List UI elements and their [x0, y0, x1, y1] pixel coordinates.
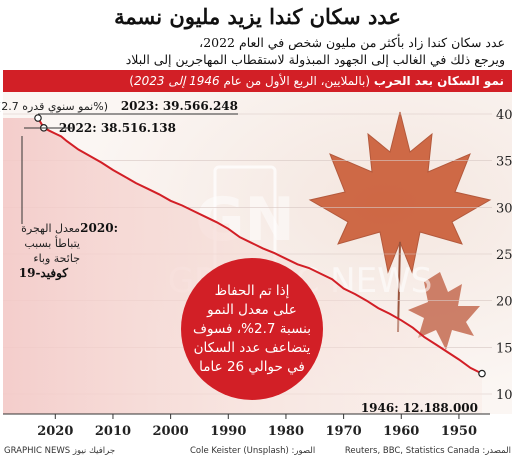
callout-line-4: يتضاعف عدد السكان: [193, 339, 311, 356]
point-1946: [478, 369, 486, 378]
maple-leaf-image: [308, 111, 492, 350]
label-1946-value: 1946: 12.188.000: [361, 401, 478, 415]
page-title: عدد سكان كندا يزيد مليون نسمة: [114, 4, 401, 29]
label-2022-value: 2022: 38.516.138: [59, 121, 176, 135]
y-tick-label-30: 30: [496, 201, 513, 216]
footer-photo-credit: الصور: Cole Keister (Unsplash): [190, 446, 316, 456]
y-tick-label-10: 10: [496, 388, 513, 403]
footer: جرافيك نيوز GRAPHIC NEWS الصور: Cole Kei…: [0, 442, 515, 462]
y-tick-label-20: 20: [496, 295, 513, 310]
label-2023-value: 2023: 39.566.248: [121, 99, 238, 113]
x-tick-label-1960: 1960: [383, 424, 419, 439]
subtitle-line-1: عدد سكان كندا زاد بأكثر من مليون شخص في …: [199, 35, 505, 50]
point-2023: [34, 114, 42, 122]
label-2020-line1: معدل الهجرة: [21, 222, 80, 235]
x-axis-ticks: 2020 2010 2000 1990 1980 1970 1960 1950: [37, 414, 477, 439]
x-tick-label-1950: 1950: [441, 424, 477, 439]
population-line: [37, 117, 483, 375]
x-tick-label-2010: 2010: [95, 424, 131, 439]
banner-text: (بالملايين، الربع الأول من عام: [219, 74, 374, 88]
footer-source: المصدر: Reuters, BBC, Statistics Canada: [344, 446, 511, 456]
footer-credit: جرافيك نيوز GRAPHIC NEWS: [4, 446, 116, 456]
x-tick-label-2020: 2020: [37, 424, 73, 439]
label-2020-line4: كوفيد-19: [19, 266, 69, 281]
callout-line-1: إذا تم الحفاظ: [214, 282, 290, 299]
x-tick-label-2000: 2000: [153, 424, 189, 439]
label-2020-year: 2020:: [80, 221, 118, 235]
y-tick-label-40: 40: [496, 108, 513, 123]
subtitle-line-2: ويرجع ذلك في الغالب إلى الجهود المبذولة …: [125, 52, 505, 67]
banner-italic-range: 1946 إلى 2023: [133, 74, 220, 88]
x-tick-label-1990: 1990: [210, 424, 246, 439]
callout-line-3: بنسبة 2.7%، فسوف: [193, 320, 311, 337]
banner-end: ): [129, 74, 134, 88]
callout-line-5: في حوالي 26 عاما: [199, 358, 305, 375]
banner-bold-title: نمو السكان بعد الحرب: [373, 74, 504, 88]
label-2020-line2: يتباطأ بسبب: [24, 235, 80, 250]
y-tick-label-25: 25: [496, 248, 513, 263]
projection-callout: إذا تم الحفاظ على معدل النمو بنسبة 2.7%،…: [181, 258, 323, 400]
callout-line-2: على معدل النمو: [207, 301, 297, 318]
x-tick-label-1970: 1970: [326, 424, 362, 439]
x-tick-label-1980: 1980: [268, 424, 304, 439]
y-tick-label-15: 15: [496, 341, 513, 356]
y-axis-ticks: 10 15 20 25 30 35 40: [496, 108, 513, 403]
chart-banner: نمو السكان بعد الحرب (بالملايين، الربع ا…: [3, 70, 512, 92]
label-2023-growth: (نمو سنوي قدره 2.7%): [0, 100, 108, 113]
label-2020-line3: جائحة وباء: [33, 252, 80, 265]
y-tick-label-35: 35: [496, 155, 513, 170]
